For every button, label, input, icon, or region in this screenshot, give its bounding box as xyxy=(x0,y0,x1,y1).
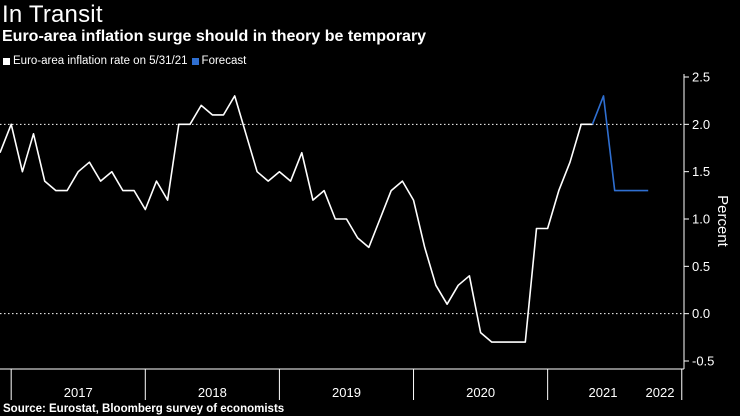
chart-subtitle: Euro-area inflation surge should in theo… xyxy=(2,28,427,45)
legend-swatch-forecast xyxy=(191,57,199,65)
x-tick-label: 2021 xyxy=(589,385,618,400)
actual-inflation-line xyxy=(0,95,593,343)
y-tick-label: -0.5 xyxy=(692,354,714,369)
legend-item-forecast: Forecast xyxy=(191,55,247,67)
y-tick-label: 1.0 xyxy=(692,212,710,227)
x-tick-label: 2020 xyxy=(466,385,495,400)
legend-label-forecast: Forecast xyxy=(201,55,247,67)
label-layer: 2.5 2.0 1.5 1.0 0.5 0.0 -0.5 Percent 2017 2018 201… xyxy=(64,70,731,401)
source-note: Source: Eurostat, Bloomberg survey of ec… xyxy=(3,403,285,415)
y-axis-label: Percent xyxy=(714,195,731,248)
x-tick-label: 2017 xyxy=(64,385,93,400)
y-tick-label: 0.0 xyxy=(692,306,710,321)
y-tick-label: 2.0 xyxy=(692,117,710,132)
x-tick-label: 2022 xyxy=(646,385,675,400)
x-tick-label: 2019 xyxy=(332,385,361,400)
y-tick-label: 0.5 xyxy=(692,259,710,274)
legend: Euro-area inflation rate on 5/31/21 Fore… xyxy=(3,55,250,67)
legend-item-actual: Euro-area inflation rate on 5/31/21 xyxy=(3,55,188,67)
x-tick-label: 2018 xyxy=(198,385,227,400)
chart-title: In Transit xyxy=(2,1,103,28)
y-tick-label: 1.5 xyxy=(692,164,710,179)
legend-label-actual: Euro-area inflation rate on 5/31/21 xyxy=(13,55,188,67)
legend-swatch-actual xyxy=(3,57,10,65)
forecast-line xyxy=(591,95,649,192)
series-layer xyxy=(0,95,649,343)
y-tick-label: 2.5 xyxy=(692,70,710,85)
axis-layer xyxy=(0,74,689,400)
